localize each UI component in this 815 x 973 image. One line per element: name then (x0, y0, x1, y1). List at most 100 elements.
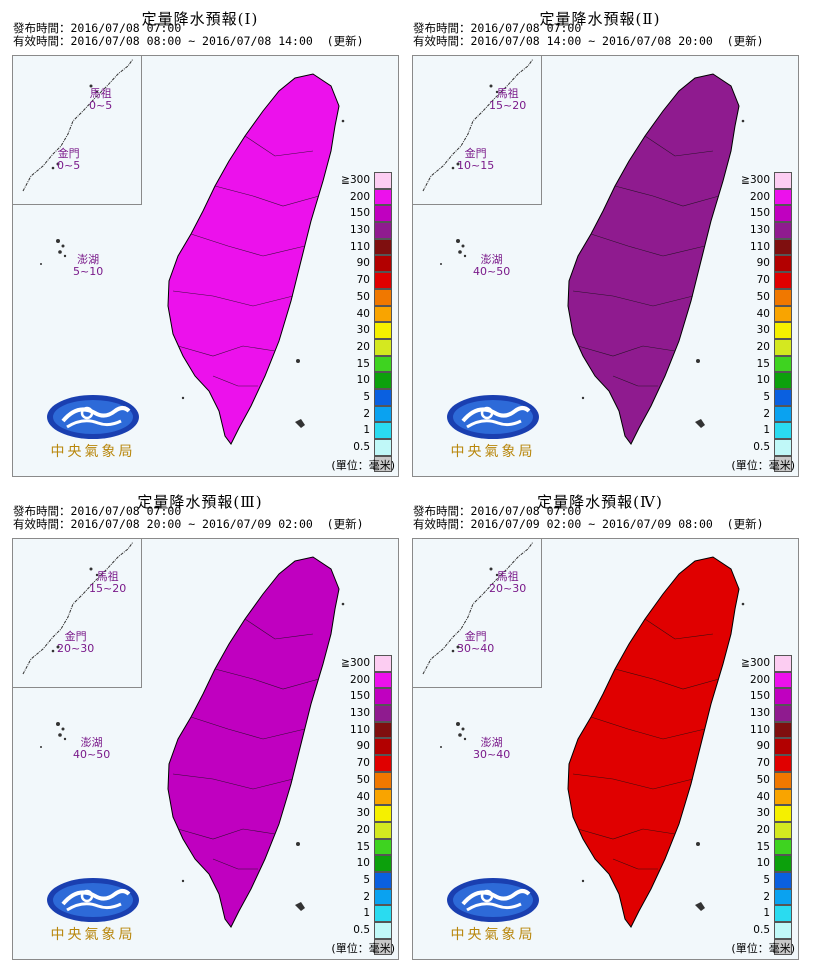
legend-row: 200 (342, 188, 392, 206)
legend-row: 0.5 (342, 922, 392, 939)
legend-swatch (774, 655, 792, 672)
legend-label: 50 (356, 773, 370, 786)
legend-label: 50 (756, 773, 770, 786)
legend-row: 10 (742, 855, 792, 872)
legend-row-last (342, 455, 392, 473)
legend-row: 0.5 (342, 439, 392, 456)
legend-label: 110 (749, 240, 770, 253)
offshore-inset (413, 56, 542, 205)
legend-swatch (374, 255, 392, 273)
legend-swatch (774, 355, 792, 373)
cwb-logo: 中央氣象局 (443, 874, 543, 946)
legend-swatch (774, 805, 792, 822)
forecast-panel-2: 定量降水預報(Ⅱ) 發布時間：2016/07/08 07:00 有效時間：201… (400, 0, 799, 480)
offshore-inset (413, 539, 542, 688)
legend-swatch (774, 372, 792, 389)
legend-swatch (374, 322, 392, 339)
legend-row: 40 (342, 788, 392, 806)
legend-swatch (374, 355, 392, 373)
legend-label: 30 (356, 807, 370, 820)
legend-label: 20 (356, 340, 370, 353)
rainfall-map: 馬祖 0~5 金門 0~5 澎湖 5~10 中央氣象局 ≧300 200 150 130 11… (12, 55, 399, 477)
legend-row: 2 (342, 888, 392, 906)
legend-swatch (374, 372, 392, 389)
legend-row: 1 (742, 422, 792, 439)
legend-swatch (774, 255, 792, 273)
logo-text: 中央氣象局 (50, 444, 136, 460)
penghu-label: 澎湖 40~50 (473, 253, 511, 278)
legend-row: 130 (742, 222, 792, 239)
legend-label: 1 (363, 907, 370, 920)
legend-label: 200 (349, 673, 370, 686)
legend-label: 15 (356, 357, 370, 370)
legend-label: 50 (756, 290, 770, 303)
legend-swatch (774, 755, 792, 772)
legend-row: 110 (742, 721, 792, 739)
legend-label: 150 (749, 207, 770, 220)
legend-row: 70 (742, 272, 792, 289)
legend-label: 200 (749, 190, 770, 203)
legend-swatch (774, 172, 792, 189)
cloud-swirl-icon (47, 395, 139, 439)
legend-swatch (374, 655, 392, 672)
legend-row: 15 (342, 355, 392, 373)
legend-label: 130 (349, 707, 370, 720)
legend-row: ≧300 (341, 172, 392, 189)
legend-label: 0.5 (353, 924, 370, 936)
legend-row-last (742, 455, 792, 473)
legend-swatch (374, 388, 392, 406)
offshore-inset (13, 56, 142, 205)
legend-label: 70 (356, 757, 370, 770)
legend-label: 5 (763, 873, 770, 886)
legend-label: 150 (349, 207, 370, 220)
legend-row: 15 (742, 838, 792, 856)
legend-swatch (774, 238, 792, 256)
issued-time: 發布時間：2016/07/08 07:00 (13, 21, 182, 35)
legend-label: 130 (349, 224, 370, 237)
legend-row: 70 (742, 755, 792, 772)
legend-label: 90 (756, 740, 770, 753)
legend-swatch (774, 305, 792, 323)
legend-row: 5 (742, 388, 792, 406)
legend-label: 130 (749, 224, 770, 237)
issued-time: 發布時間：2016/07/08 07:00 (413, 21, 582, 35)
legend-label: 40 (356, 790, 370, 803)
legend-swatch (374, 721, 392, 739)
legend-swatch (774, 188, 792, 206)
legend-label: 90 (356, 257, 370, 270)
legend-row: 200 (342, 671, 392, 689)
legend-row: 20 (742, 338, 792, 356)
legend-swatch (374, 888, 392, 906)
cloud-swirl-icon (47, 878, 139, 922)
legend-row: ≧300 (341, 655, 392, 672)
legend-row: 40 (342, 305, 392, 323)
forecast-panel-4: 定量降水預報(Ⅳ) 發布時間：2016/07/08 07:00 有效時間：201… (400, 483, 799, 963)
legend-swatch (774, 405, 792, 423)
rainfall-map: 馬祖 20~30 金門 30~40 澎湖 30~40 中央氣象局 ≧300 200 150… (412, 538, 799, 960)
legend-label: 70 (756, 274, 770, 287)
legend-swatch (774, 771, 792, 789)
legend-swatch (374, 671, 392, 689)
legend-row: 15 (742, 355, 792, 373)
logo-text: 中央氣象局 (450, 444, 536, 460)
matsu-label: 馬祖 15~20 (89, 570, 127, 595)
legend-swatch (374, 922, 392, 939)
legend-unit: (單位：毫米) (331, 942, 395, 955)
legend-row: 130 (742, 705, 792, 722)
legend-swatch (774, 272, 792, 289)
legend-row-last (342, 938, 392, 956)
legend-row: 15 (342, 838, 392, 856)
legend-swatch (374, 439, 392, 456)
legend-row: 5 (342, 388, 392, 406)
legend-row: 90 (342, 255, 392, 273)
legend-label: 2 (363, 890, 370, 903)
rainfall-map: 馬祖 15~20 金門 10~15 澎湖 40~50 中央氣象局 ≧300 200 150… (412, 55, 799, 477)
legend-swatch (374, 938, 392, 956)
band-6 (568, 557, 739, 927)
legend-row: 30 (342, 805, 392, 822)
legend-swatch (774, 888, 792, 906)
valid-time: 有效時間：2016/07/09 02:00 ~ 2016/07/09 08:00… (413, 517, 764, 531)
legend-swatch (374, 738, 392, 756)
legend-swatch (374, 855, 392, 872)
legend-swatch (774, 738, 792, 756)
